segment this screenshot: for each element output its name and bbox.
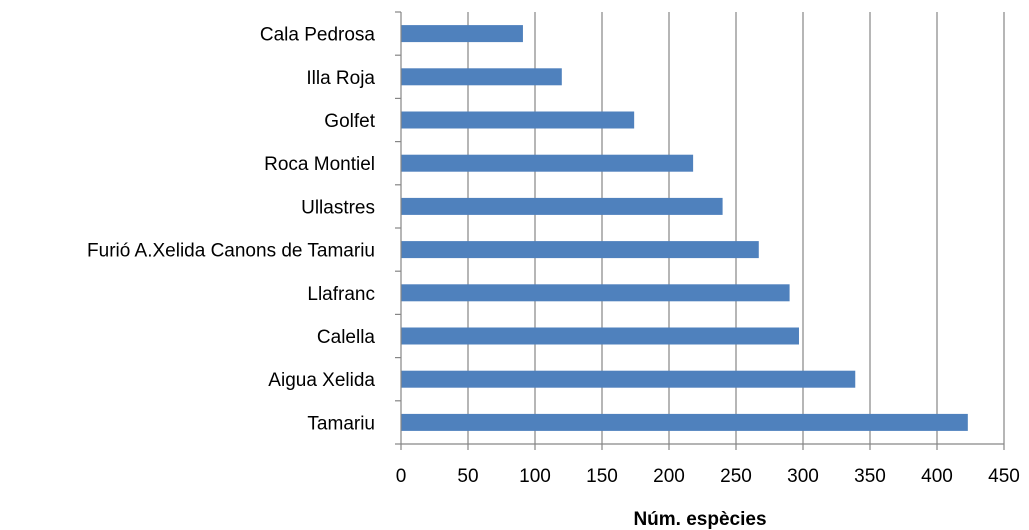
x-tick-label: 350: [854, 466, 886, 487]
category-label: Cala Pedrosa: [260, 25, 376, 46]
category-label: Aigua Xelida: [268, 370, 375, 391]
category-label: Roca Montiel: [264, 154, 375, 175]
bar-roca-montiel: [401, 154, 694, 172]
category-label: Ullastres: [301, 197, 375, 218]
tick-labels: 0 50 100 150 200 250 300 350 400 450: [396, 466, 1020, 487]
bar-cala-pedrosa: [401, 25, 523, 43]
category-labels: Cala Pedrosa Illa Roja Golfet Roca Montiel U…: [87, 25, 376, 435]
x-tick-label: 400: [921, 466, 953, 487]
x-tick-label: 250: [720, 466, 752, 487]
bar-calella: [401, 327, 799, 345]
x-tick-label: 300: [787, 466, 819, 487]
x-tick-label: 0: [396, 466, 407, 487]
bar-llafranc: [401, 284, 790, 302]
x-axis-title: Núm. espècies: [633, 509, 766, 530]
x-tick-label: 50: [457, 466, 478, 487]
category-label: Calella: [317, 327, 376, 348]
category-label: Llafranc: [307, 284, 375, 305]
bar-golfet: [401, 111, 635, 129]
bars: [401, 25, 968, 431]
x-tick-label: 150: [586, 466, 618, 487]
category-label: Illa Roja: [306, 68, 375, 89]
x-tick-label: 200: [653, 466, 685, 487]
bar-aigua-xelida: [401, 370, 856, 388]
x-tick-label: 450: [988, 466, 1020, 487]
bar-furi-a-xelida-canons-de-tamariu: [401, 241, 759, 259]
category-label: Tamariu: [307, 413, 375, 434]
x-tick-label: 100: [519, 466, 551, 487]
bar-ullastres: [401, 197, 723, 215]
category-label: Furió A.Xelida Canons de Tamariu: [87, 241, 375, 262]
bar-illa-roja: [401, 68, 562, 86]
category-label: Golfet: [324, 111, 375, 132]
axes: [395, 11, 1005, 450]
bar-tamariu: [401, 413, 968, 431]
